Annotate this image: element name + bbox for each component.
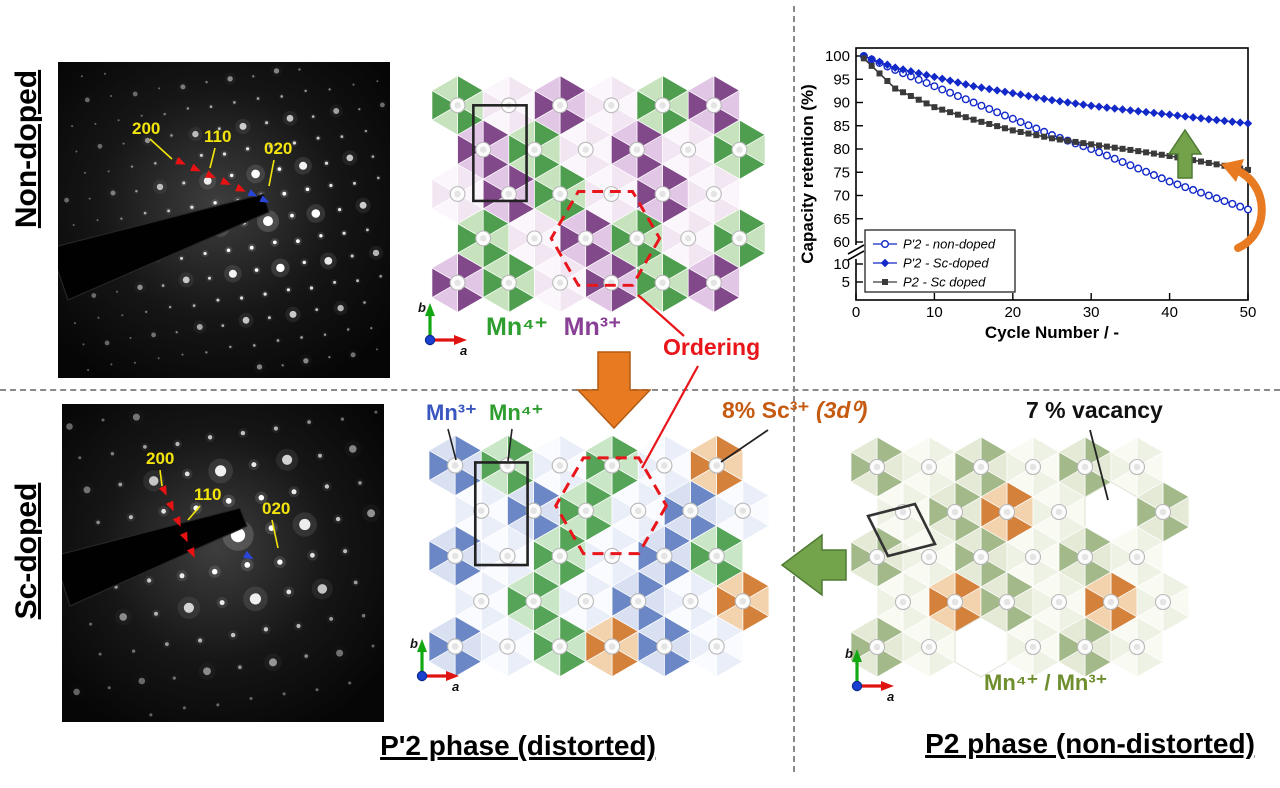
c-axis-dot [851, 680, 863, 692]
mixed-mn-label: Mn⁴⁺ / Mn³⁺ [984, 670, 1108, 695]
reflection-marker-red [172, 516, 181, 527]
reflection-marker-blue [247, 189, 258, 197]
x-tick-label: 0 [852, 304, 860, 321]
mn3-legend-label: Mn³⁺ [563, 313, 622, 341]
crystal-axes-icon: ba [410, 636, 459, 692]
reflection-marker-red [205, 170, 216, 179]
beam-stop [58, 193, 270, 301]
sc-doping-label: 8% Sc³⁺ (3d⁰) [722, 397, 868, 423]
octahedra-lattice [850, 436, 1190, 678]
chart-legend: P'2 - non-doped P'2 - Sc-doped P2 - Sc dop… [864, 229, 1016, 293]
quadrant-divider-vertical [793, 6, 795, 772]
ordering-hexagon [549, 189, 662, 287]
x-tick-label: 30 [1083, 304, 1100, 321]
octahedra-lattice [431, 75, 766, 313]
y-tick-label: 60 [833, 234, 850, 251]
svg-text:a: a [887, 689, 894, 702]
c-axis-dot [424, 334, 436, 346]
y-tick-label: 65 [833, 211, 850, 228]
legend-entry: P2 - Sc doped [903, 275, 986, 290]
phase-transition-arrow-left [780, 533, 847, 597]
reflection-marker-red [235, 183, 246, 192]
retention-gain-arrow [1232, 166, 1266, 252]
y-tick-label: 75 [833, 164, 850, 181]
row-label-non-doped: Non-doped [10, 69, 43, 229]
p2prime-phase-title: P'2 phase (distorted) [380, 730, 656, 761]
y-tick-label: 85 [833, 118, 850, 135]
reflection-marker-red [158, 485, 167, 496]
mn3-blue-label: Mn³⁺ [426, 400, 477, 425]
y-tick-label: 100 [825, 48, 850, 65]
legend-entry: P'2 - non-doped [903, 237, 996, 252]
crystal-structure-p2prime-scdoped [428, 434, 770, 678]
reflection-marker-red [186, 547, 195, 558]
reflection-marker-red [165, 500, 174, 512]
unit-cell-outline [472, 104, 528, 203]
mn4-legend-label: Mn⁴⁺ [486, 313, 548, 341]
reflection-label: 020 [262, 499, 290, 518]
y-tick-label: 80 [833, 141, 850, 158]
reflection-label: 110 [194, 485, 221, 504]
crystal-structure-p2prime-nondoped [431, 75, 766, 313]
y-tick-label: 5 [842, 274, 850, 291]
octahedra-color-legend: Mn⁴⁺ Mn³⁺ [486, 312, 621, 342]
c-axis-dot [416, 670, 428, 682]
mn4-green-label: Mn⁴⁺ [489, 400, 544, 425]
octahedra-lattice [428, 434, 770, 678]
reflection-label: 200 [132, 119, 160, 138]
legend-entry: P'2 - Sc-doped [903, 256, 989, 271]
unit-cell-outline [866, 502, 937, 558]
ordering-label: Ordering [663, 334, 761, 360]
improvement-arrow [1167, 128, 1203, 179]
reflection-marker-red [190, 163, 201, 172]
ordering-hexagon [554, 456, 669, 556]
reflection-label: 020 [264, 139, 292, 158]
reflection-marker-red [179, 531, 188, 543]
axis-break [847, 250, 865, 261]
y-tick-label: 95 [833, 71, 850, 88]
svg-text:b: b [845, 646, 853, 661]
crystal-axes-icon: ba [845, 646, 894, 702]
svg-text:a: a [452, 679, 459, 692]
reflection-label: 200 [146, 449, 174, 468]
reflection-marker-red [175, 156, 186, 165]
electron-diffraction-non-doped: 200 110 020 [58, 62, 390, 378]
reflection-marker-blue [242, 550, 254, 560]
beam-stop [62, 507, 248, 607]
x-tick-label: 50 [1240, 304, 1257, 321]
crystal-structure-p2-nondistorted [850, 436, 1190, 678]
svg-text:a: a [460, 343, 467, 356]
svg-text:b: b [410, 636, 418, 651]
reflection-marker-blue [259, 195, 270, 203]
x-tick-label: 40 [1161, 304, 1178, 321]
vacancy-label: 7 % vacancy [1026, 397, 1163, 423]
x-axis-label: Cycle Number / - [985, 323, 1119, 342]
crystal-axes-icon: ba [418, 300, 467, 356]
x-tick-label: 20 [1004, 304, 1021, 321]
y-tick-label: 10 [833, 256, 850, 273]
y-tick-label: 70 [833, 188, 850, 205]
row-label-sc-doped: Sc-doped [10, 482, 43, 620]
svg-text:b: b [418, 300, 426, 315]
p2-phase-title: P2 phase (non-distorted) [925, 728, 1255, 759]
y-axis-label: Capacity retention (%) [798, 84, 817, 263]
reflection-marker-red [220, 177, 231, 185]
x-tick-label: 10 [926, 304, 943, 321]
unit-cell-outline [473, 461, 529, 567]
quadrant-divider-horizontal [0, 389, 1280, 391]
y-tick-label: 90 [833, 95, 850, 112]
electron-diffraction-sc-doped: 200 110 020 [62, 404, 384, 722]
reflection-label: 110 [204, 127, 231, 146]
